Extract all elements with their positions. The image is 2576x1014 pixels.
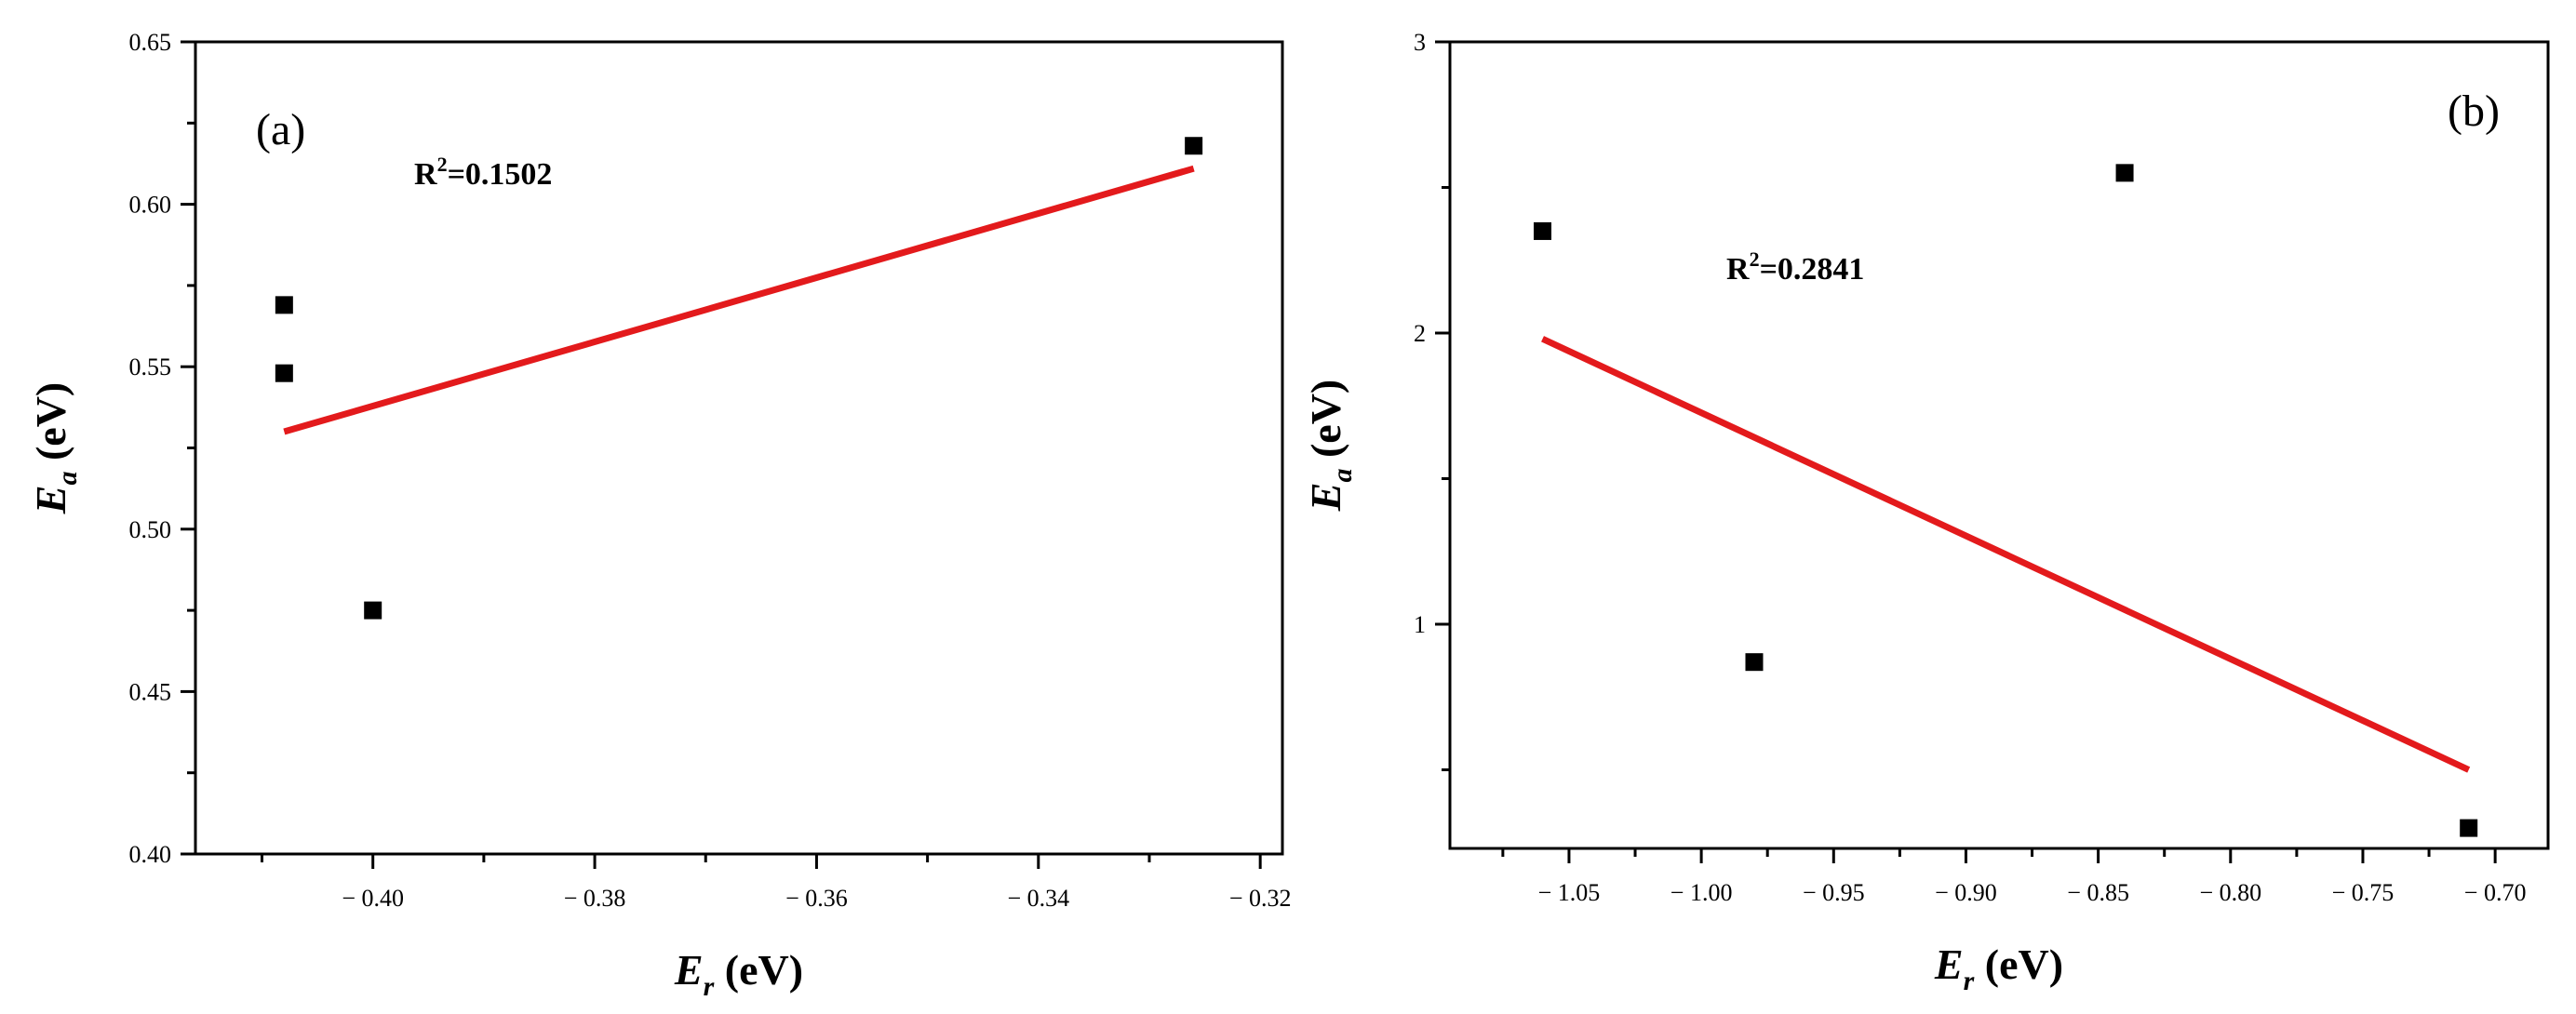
- data-point: [275, 296, 293, 314]
- data-point: [364, 601, 382, 620]
- plot-frame: [194, 40, 1284, 856]
- y-tick-label: 0.45: [129, 678, 172, 705]
- x-tick-label: − 0.38: [564, 885, 626, 912]
- y-axis-title: Ea (eV): [1302, 380, 1358, 512]
- panel-label: (a): [256, 105, 305, 154]
- plot-frame: [1448, 40, 2550, 850]
- data-point: [1185, 137, 1203, 155]
- fit-line: [1541, 336, 2471, 773]
- data-point: [2460, 819, 2478, 837]
- x-tick-label: − 0.32: [1229, 885, 1292, 912]
- y-axis-title: Ea (eV): [27, 382, 83, 514]
- x-tick-label: − 0.85: [2067, 879, 2129, 906]
- y-tick-label: 0.65: [129, 29, 172, 56]
- y-tick-label: 0.40: [129, 841, 172, 868]
- x-tick-label: − 0.34: [1007, 885, 1069, 912]
- y-tick-label: 1: [1414, 611, 1426, 638]
- y-tick-label: 0.55: [129, 354, 172, 380]
- x-axis-title: Er (eV): [674, 946, 803, 1002]
- r-squared-label: R2=0.1502: [414, 153, 552, 192]
- data-point: [1745, 653, 1764, 672]
- data-point: [275, 364, 293, 382]
- x-tick-label: − 0.90: [1935, 879, 1997, 906]
- r-squared-label: R2=0.2841: [1726, 247, 1864, 287]
- chart-panel-b: − 1.05 − 1.00 − 0.95 − 0.90 − 0.85 − 0.80 − 0.…: [1302, 29, 2550, 996]
- fit-line: [283, 165, 1195, 435]
- y-tick-label: 0.60: [129, 192, 172, 219]
- panel-label: (b): [2448, 87, 2500, 136]
- x-tick-label: − 0.75: [2332, 879, 2395, 906]
- x-tick-label: − 0.40: [342, 885, 404, 912]
- y-tick-label: 2: [1414, 320, 1426, 347]
- x-tick-label: − 0.80: [2199, 879, 2261, 906]
- x-tick-label: − 0.36: [785, 885, 848, 912]
- x-tick-label: − 0.70: [2464, 879, 2527, 906]
- y-tick-label: 3: [1414, 29, 1426, 56]
- x-axis-title: Er (eV): [1934, 941, 2063, 996]
- x-tick-label: − 0.95: [1803, 879, 1865, 906]
- data-point: [2115, 164, 2134, 182]
- y-tick-label: 0.50: [129, 516, 172, 543]
- data-point: [1534, 221, 1552, 240]
- x-tick-label: − 1.05: [1538, 879, 1601, 906]
- x-tick-label: − 1.00: [1670, 879, 1733, 906]
- chart-panel-a: − 0.40 − 0.38 − 0.36 − 0.34 − 0.32 0.40 0.45 0.…: [27, 29, 1291, 1002]
